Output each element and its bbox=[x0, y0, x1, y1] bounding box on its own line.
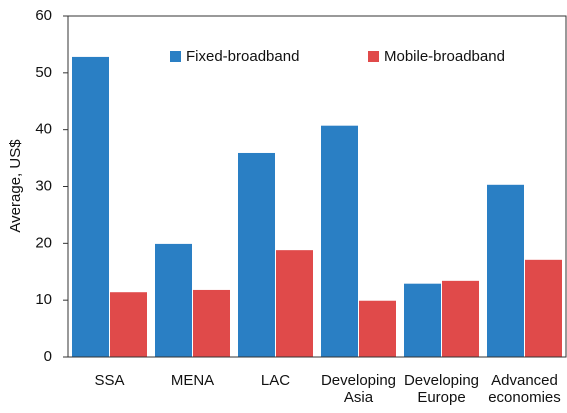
bar bbox=[359, 300, 396, 357]
legend-swatch bbox=[368, 51, 379, 62]
y-tick-label: 50 bbox=[35, 64, 52, 81]
legend-label: Mobile-broadband bbox=[384, 48, 505, 65]
legend-swatch bbox=[170, 51, 181, 62]
y-tick-label: 40 bbox=[35, 121, 52, 138]
bar bbox=[155, 243, 192, 357]
bar bbox=[72, 56, 109, 358]
x-tick-label: Developing Europe bbox=[403, 372, 480, 406]
bar bbox=[276, 250, 313, 357]
bar bbox=[321, 125, 358, 358]
y-tick-label: 0 bbox=[44, 348, 52, 365]
x-tick-label: Advanced economies bbox=[488, 372, 561, 406]
y-axis-label: Average, US$ bbox=[7, 139, 24, 233]
bar bbox=[110, 292, 147, 357]
y-tick-label: 10 bbox=[35, 291, 52, 308]
bar bbox=[487, 184, 524, 357]
x-tick-label: LAC bbox=[260, 372, 291, 389]
y-tick-label: 30 bbox=[35, 177, 52, 194]
y-tick-label: 60 bbox=[35, 7, 52, 24]
x-tick-label: MENA bbox=[170, 372, 215, 389]
bar bbox=[193, 289, 230, 357]
x-tick-label: Developing Asia bbox=[320, 372, 397, 406]
legend-label: Fixed-broadband bbox=[186, 48, 299, 65]
bar bbox=[404, 283, 441, 357]
bar bbox=[525, 259, 562, 357]
bar bbox=[238, 152, 275, 357]
bar bbox=[442, 280, 479, 357]
plot-frame bbox=[67, 15, 567, 358]
y-tick-label: 20 bbox=[35, 234, 52, 251]
x-tick-label: SSA bbox=[94, 372, 125, 389]
